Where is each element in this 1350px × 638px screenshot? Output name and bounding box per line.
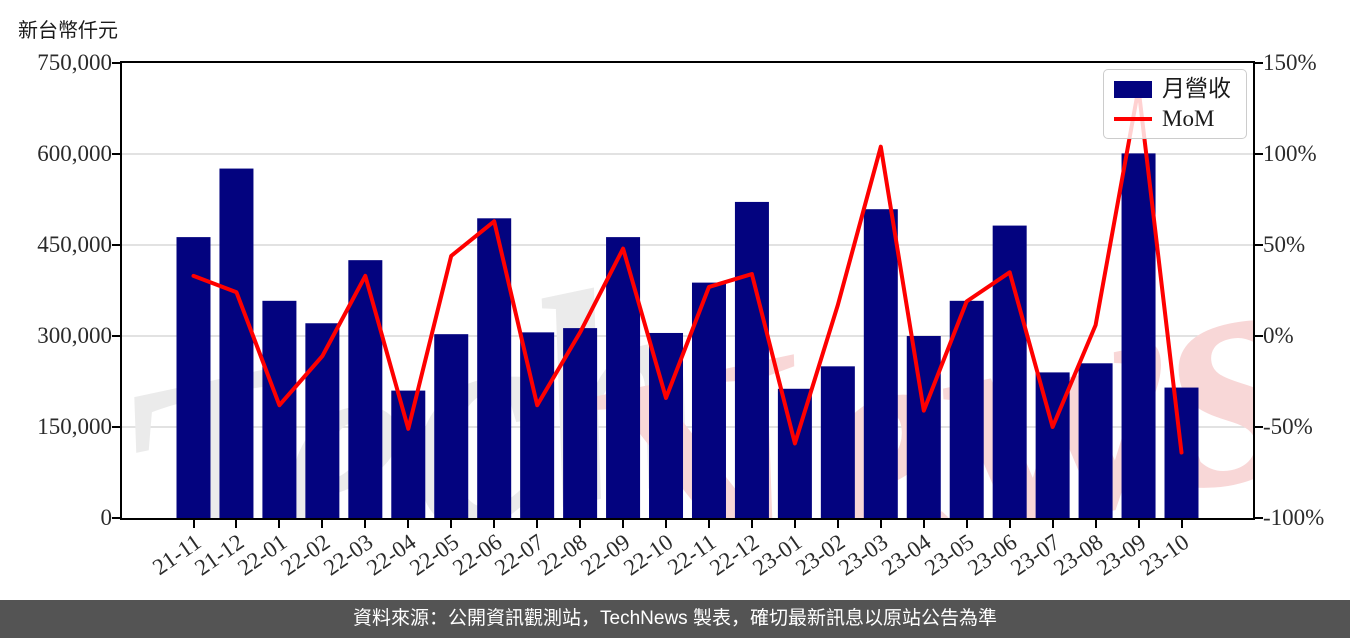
revenue-bar	[1078, 363, 1113, 518]
x-axis-tick	[622, 520, 625, 528]
revenue-bar	[906, 336, 941, 518]
left-axis-tick	[112, 426, 120, 428]
x-axis-tick	[836, 520, 839, 528]
right-axis-tick-label: -100%	[1263, 505, 1325, 530]
right-axis-tick	[1255, 153, 1263, 155]
left-axis-tick	[112, 517, 120, 519]
x-axis-tick	[965, 520, 968, 528]
x-axis-tick	[1137, 520, 1140, 528]
x-axis-tick	[192, 520, 195, 528]
legend-mom-label: MoM	[1162, 106, 1215, 131]
left-axis-tick-label: 450,000	[37, 232, 112, 257]
left-axis-tick	[112, 335, 120, 337]
revenue-bar	[348, 260, 383, 518]
right-axis-tick	[1255, 62, 1263, 64]
x-axis-tick	[1008, 520, 1011, 528]
right-axis-tick-label: 100%	[1263, 141, 1317, 166]
revenue-bar	[734, 201, 769, 518]
revenue-bar	[992, 225, 1027, 518]
x-axis-tick	[536, 520, 539, 528]
right-axis-tick-label: 150%	[1263, 50, 1317, 75]
x-axis-tick	[1051, 520, 1054, 528]
x-axis-tick	[321, 520, 324, 528]
revenue-bar	[949, 300, 984, 518]
left-axis-tick-label: 300,000	[37, 323, 112, 348]
revenue-bar	[434, 334, 469, 518]
x-axis-tick	[707, 520, 710, 528]
x-axis-tick	[407, 520, 410, 528]
revenue-bar	[262, 300, 297, 518]
x-axis-tick	[1094, 520, 1097, 528]
mom-line-swatch-icon	[1114, 117, 1152, 121]
x-axis-tick	[1180, 520, 1183, 528]
revenue-bar	[477, 218, 512, 518]
legend-item-mom: MoM	[1104, 106, 1246, 132]
revenue-bar	[863, 209, 898, 518]
x-axis-tick	[450, 520, 453, 528]
legend: 月營收 MoM	[1103, 69, 1247, 139]
x-axis-tick	[793, 520, 796, 528]
x-axis-tick	[922, 520, 925, 528]
source-footer: 資料來源：公開資訊觀測站，TechNews 製表，確切最新訊息以原站公告為準	[0, 600, 1350, 638]
mom-line	[191, 86, 1184, 455]
right-axis-tick-label: 0%	[1263, 323, 1294, 348]
right-axis-tick	[1255, 426, 1263, 428]
revenue-bar	[1121, 153, 1156, 518]
revenue-bar	[606, 237, 641, 518]
revenue-bar	[219, 168, 254, 518]
left-axis-tick-label: 750,000	[37, 50, 112, 75]
y-axis-title: 新台幣仟元	[18, 20, 118, 42]
legend-revenue-label: 月營收	[1162, 76, 1231, 101]
x-axis-tick	[579, 520, 582, 528]
chart-canvas: TechNews	[122, 86, 1253, 518]
left-axis-tick	[112, 62, 120, 64]
right-axis-tick	[1255, 244, 1263, 246]
right-axis-tick	[1255, 335, 1263, 337]
legend-item-revenue: 月營收	[1104, 76, 1246, 102]
revenue-swatch-icon	[1114, 80, 1152, 98]
revenue-bar	[691, 282, 726, 518]
revenue-bar	[176, 237, 211, 518]
revenue-bar	[391, 390, 426, 518]
x-axis-tick-label: 23-10	[1134, 529, 1194, 581]
x-axis-tick	[665, 520, 668, 528]
x-axis-tick	[235, 520, 238, 528]
x-axis-tick	[278, 520, 281, 528]
revenue-bar	[563, 328, 598, 518]
x-axis-tick	[364, 520, 367, 528]
plot-area: TechNews 月營收 MoM	[120, 61, 1255, 520]
left-axis-tick-label: 0	[100, 505, 113, 530]
left-axis-tick-label: 600,000	[37, 141, 112, 166]
revenue-bar	[820, 366, 855, 518]
right-axis-tick	[1255, 517, 1263, 519]
x-axis-tick	[750, 520, 753, 528]
right-axis-tick-label: -50%	[1263, 414, 1313, 439]
x-axis-tick	[493, 520, 496, 528]
x-axis-tick	[879, 520, 882, 528]
left-axis-tick	[112, 153, 120, 155]
left-axis-tick-label: 150,000	[37, 414, 112, 439]
right-axis-tick-label: 50%	[1263, 232, 1306, 257]
left-axis-tick	[112, 244, 120, 246]
